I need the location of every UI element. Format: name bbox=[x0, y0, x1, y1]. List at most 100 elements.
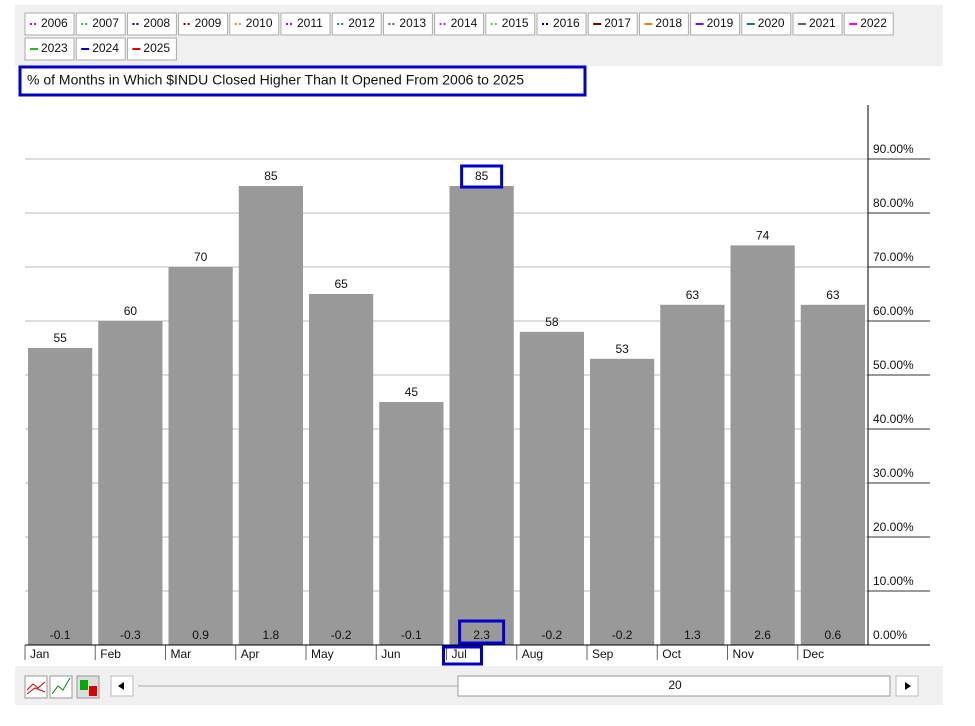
value-label: 63 bbox=[686, 288, 700, 302]
bar bbox=[800, 304, 865, 645]
bottom-label: 1.3 bbox=[684, 628, 701, 642]
x-tick-label: Apr bbox=[241, 647, 260, 661]
legend-button[interactable] bbox=[536, 12, 587, 36]
icon-glyph bbox=[26, 681, 46, 695]
bottom-label: -0.2 bbox=[331, 628, 352, 642]
legend-label: 2019 bbox=[707, 16, 734, 30]
bottom-label: -0.1 bbox=[50, 628, 71, 642]
value-label: 74 bbox=[756, 229, 770, 243]
legend-label: 2022 bbox=[860, 16, 887, 30]
bar bbox=[238, 186, 303, 645]
perf-icon[interactable] bbox=[49, 675, 73, 699]
legend-button[interactable] bbox=[178, 12, 229, 36]
legend-button[interactable] bbox=[229, 12, 280, 36]
bar bbox=[98, 321, 163, 645]
legend-label: 2024 bbox=[92, 41, 119, 55]
legend-label: 2023 bbox=[41, 41, 68, 55]
legend-label: 2009 bbox=[195, 16, 222, 30]
arrow bbox=[118, 682, 124, 690]
legend-button[interactable] bbox=[741, 12, 792, 36]
y-tick-label: 10.00% bbox=[873, 574, 914, 588]
bottom-label: 2.3 bbox=[473, 628, 490, 642]
y-tick-label: 50.00% bbox=[873, 358, 914, 372]
legend-label: 2011 bbox=[297, 16, 323, 30]
legend-button[interactable] bbox=[638, 12, 689, 36]
title-box bbox=[18, 65, 587, 97]
value-label: 55 bbox=[53, 331, 67, 345]
legend-label: 2012 bbox=[348, 16, 375, 30]
x-tick-label: Jan bbox=[30, 647, 49, 661]
x-tick-label: Aug bbox=[522, 647, 543, 661]
bottom-label: -0.1 bbox=[401, 628, 422, 642]
x-tick-label: Jul bbox=[452, 647, 467, 661]
bottom-label: 0.6 bbox=[825, 628, 842, 642]
y-tick-label: 40.00% bbox=[873, 412, 914, 426]
legend-button[interactable] bbox=[587, 12, 638, 36]
value-label: 60 bbox=[124, 304, 138, 318]
bar bbox=[660, 304, 725, 645]
legend-label: 2008 bbox=[143, 16, 170, 30]
legend-button[interactable] bbox=[24, 37, 75, 61]
y-tick-label: 90.00% bbox=[873, 142, 914, 156]
legend-button[interactable] bbox=[280, 12, 331, 36]
bar bbox=[449, 186, 514, 645]
legend-label: 2006 bbox=[41, 16, 68, 30]
legend-button[interactable] bbox=[126, 12, 177, 36]
icon-glyph bbox=[80, 680, 88, 690]
icon-glyph bbox=[89, 686, 97, 696]
y-tick-label: 0.00% bbox=[873, 628, 907, 642]
legend-button[interactable] bbox=[843, 12, 894, 36]
x-tick-label: Dec bbox=[803, 647, 824, 661]
legend-label: 2018 bbox=[655, 16, 682, 30]
y-tick-label: 60.00% bbox=[873, 304, 914, 318]
legend-button[interactable] bbox=[792, 12, 843, 36]
legend-label: 2013 bbox=[399, 16, 426, 30]
legend-button[interactable] bbox=[75, 37, 126, 61]
y-tick-label: 70.00% bbox=[873, 250, 914, 264]
bar bbox=[28, 348, 93, 645]
scroll-thumb[interactable] bbox=[457, 675, 891, 697]
bottom-label: 2.6 bbox=[754, 628, 771, 642]
value-label: 63 bbox=[826, 288, 840, 302]
bar bbox=[519, 331, 584, 645]
x-tick-label: Jun bbox=[381, 647, 400, 661]
legend-label: 2017 bbox=[604, 16, 631, 30]
legend-label: 2016 bbox=[553, 16, 580, 30]
bottom-label: -0.2 bbox=[612, 628, 633, 642]
bottom-label: 1.8 bbox=[263, 628, 280, 642]
legend-button[interactable] bbox=[690, 12, 741, 36]
x-tick-label: Nov bbox=[733, 647, 754, 661]
value-label: 58 bbox=[545, 315, 559, 329]
legend-button[interactable] bbox=[331, 12, 382, 36]
value-label: 85 bbox=[264, 169, 278, 183]
x-tick-label: Mar bbox=[171, 647, 192, 661]
legend-button[interactable] bbox=[126, 37, 177, 61]
legend-label: 2007 bbox=[92, 16, 119, 30]
value-label: 70 bbox=[194, 250, 208, 264]
legend-button[interactable] bbox=[434, 12, 485, 36]
icon-glyph bbox=[51, 677, 71, 695]
legend-button[interactable] bbox=[485, 12, 536, 36]
legend-button[interactable] bbox=[382, 12, 433, 36]
highlight-box bbox=[460, 164, 504, 189]
value-label: 45 bbox=[405, 385, 419, 399]
legend-label: 2021 bbox=[809, 16, 836, 30]
value-label: 53 bbox=[615, 342, 629, 356]
x-tick-label: Feb bbox=[100, 647, 121, 661]
legend-button[interactable] bbox=[24, 12, 75, 36]
legend-label: 2015 bbox=[502, 16, 529, 30]
chart-title: % of Months in Which $INDU Closed Higher… bbox=[27, 72, 524, 88]
bar bbox=[590, 358, 655, 645]
highlight-box bbox=[442, 645, 483, 666]
legend-button[interactable] bbox=[75, 12, 126, 36]
bottom-label: -0.2 bbox=[542, 628, 563, 642]
bar bbox=[309, 294, 374, 645]
legend-label: 2025 bbox=[143, 41, 170, 55]
scroll-value: 20 bbox=[668, 678, 682, 692]
bar bbox=[730, 245, 795, 645]
legend-label: 2020 bbox=[758, 16, 785, 30]
y-tick-label: 20.00% bbox=[873, 520, 914, 534]
bar bbox=[379, 402, 444, 645]
